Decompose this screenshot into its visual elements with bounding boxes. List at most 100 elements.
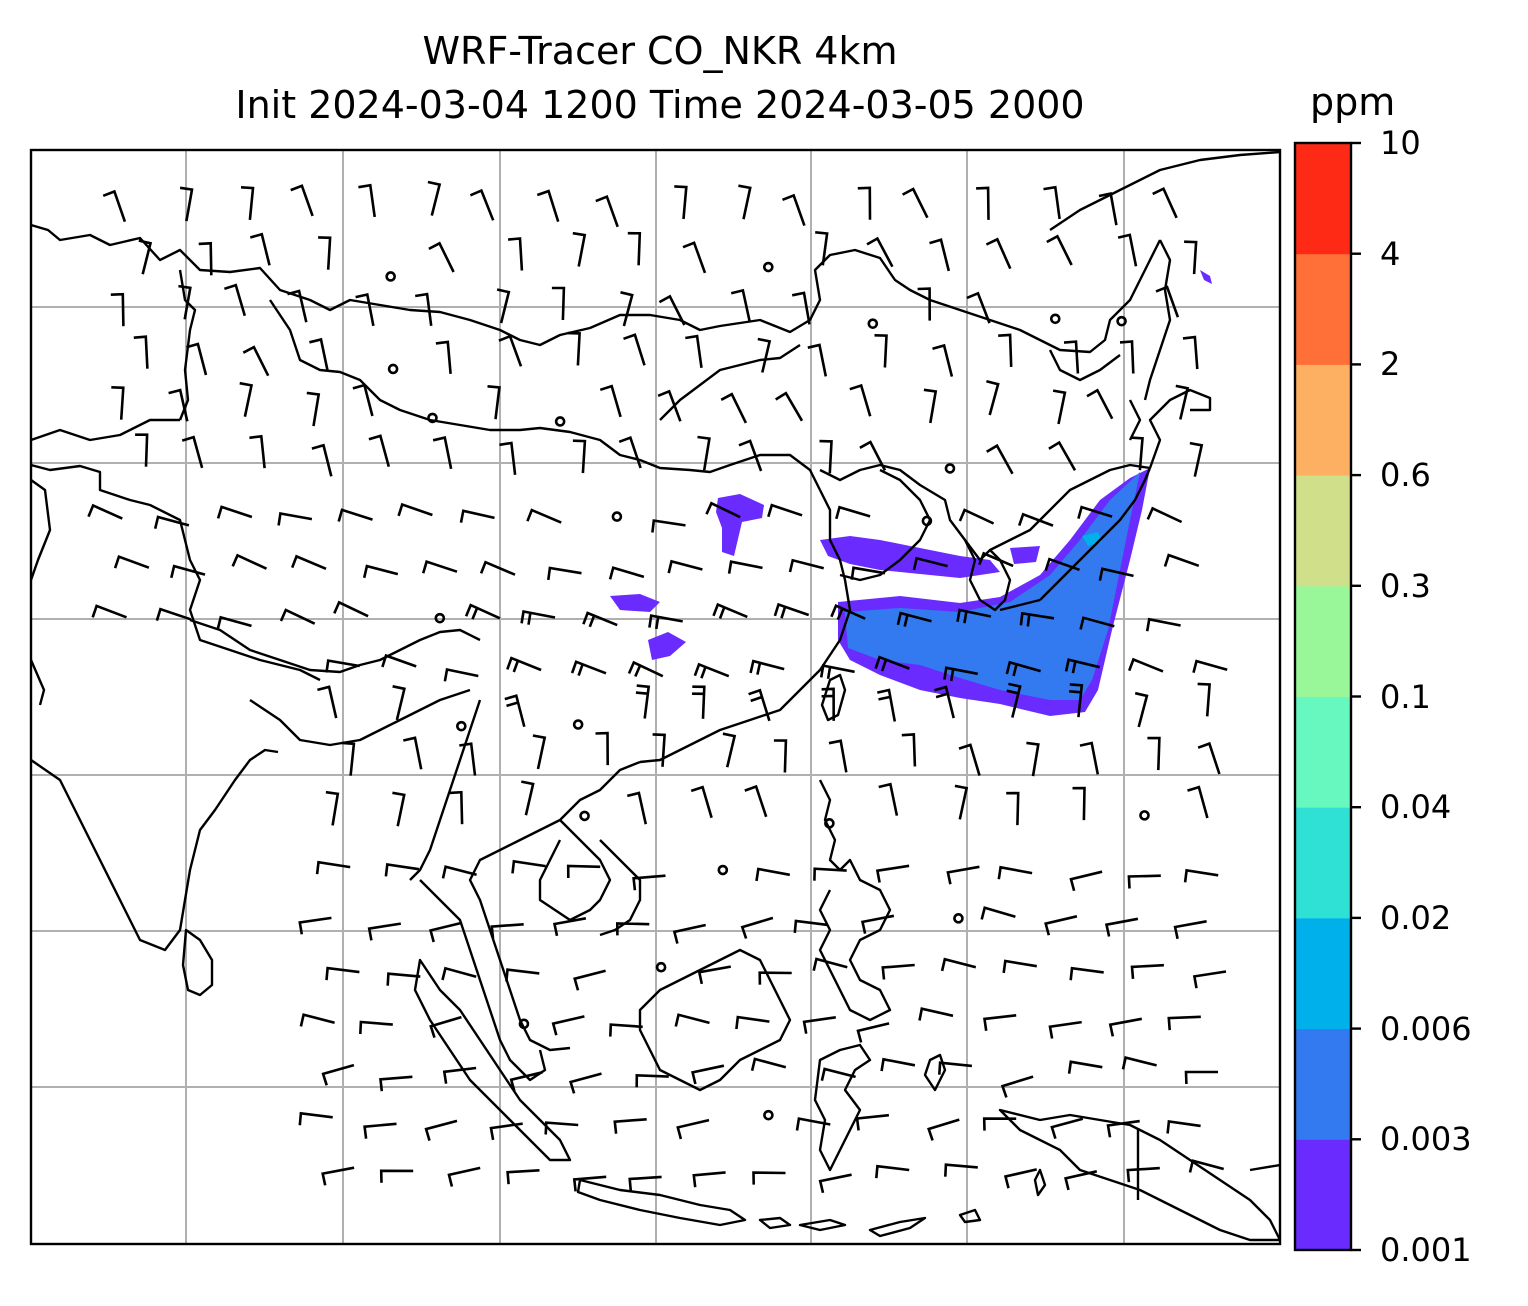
- wind-barb: [368, 434, 391, 468]
- wind-barb: [384, 863, 420, 877]
- plume-inner-main: [845, 472, 1140, 700]
- wind-barb: [958, 508, 995, 525]
- wind-barb: [934, 685, 955, 719]
- wind-barb: [570, 660, 607, 677]
- wind-barb: [875, 864, 910, 883]
- wind-barb: [946, 865, 980, 885]
- calm-wind-marker: [867, 318, 879, 329]
- wind-barb: [632, 874, 666, 891]
- borneo-coast: [638, 948, 792, 1092]
- wind-barb: [1048, 440, 1077, 471]
- map-title-line2: Init 2024-03-04 1200 Time 2024-03-05 200…: [235, 83, 1085, 127]
- wind-barb: [421, 560, 458, 574]
- wind-barb: [788, 558, 825, 573]
- wind-barb: [499, 441, 517, 475]
- calm-wind-marker: [944, 463, 956, 474]
- wind-barb: [352, 383, 374, 417]
- calm-wind-marker: [518, 1018, 530, 1030]
- wind-barb: [505, 968, 540, 982]
- colorbar-tick-label: 0.6: [1380, 456, 1431, 495]
- wind-barb: [1067, 1060, 1103, 1074]
- wind-barb: [135, 433, 149, 467]
- calm-wind-marker: [921, 515, 933, 527]
- wind-barb: [464, 603, 501, 620]
- wind-barb: [923, 388, 938, 424]
- wind-barb: [966, 291, 991, 324]
- wind-barb: [749, 659, 785, 675]
- colorbar-segment: [1295, 143, 1351, 255]
- wind-barb: [1086, 388, 1114, 420]
- wind-barb: [880, 1057, 916, 1072]
- wind-barb: [1072, 786, 1086, 821]
- wind-barb: [1134, 691, 1149, 728]
- wind-barb: [490, 923, 524, 939]
- wind-barb: [315, 860, 351, 875]
- wind-barb: [615, 922, 650, 936]
- wind-barb: [1175, 384, 1190, 420]
- wind-barb: [874, 655, 910, 672]
- wind-barb: [509, 1071, 543, 1092]
- wind-barb: [573, 969, 606, 991]
- wind-barb: [1050, 1117, 1084, 1139]
- wind-barb: [1002, 959, 1038, 974]
- plume-patch-east: [1010, 546, 1040, 564]
- wind-barb: [424, 1119, 458, 1141]
- calm-wind-marker: [456, 720, 467, 732]
- wind-barb: [427, 180, 442, 216]
- wind-barb: [1130, 436, 1144, 471]
- calm-wind-marker: [1139, 810, 1150, 821]
- calm-wind-marker: [554, 416, 566, 427]
- wind-barb: [1044, 915, 1078, 936]
- wind-barb: [901, 187, 929, 219]
- wind-barb: [693, 662, 730, 679]
- wind-barb: [932, 343, 954, 377]
- wind-barb: [1005, 660, 1041, 677]
- wind-barb: [1188, 1159, 1225, 1173]
- wind-barb: [311, 443, 333, 477]
- colorbar-segment: [1295, 696, 1351, 808]
- wind-barb: [819, 664, 855, 680]
- wind-barb: [216, 615, 252, 630]
- calm-wind-marker: [387, 363, 399, 375]
- colorbar-tick-label: 10: [1380, 124, 1421, 162]
- wind-barb: [414, 292, 433, 326]
- wind-barb: [896, 611, 932, 627]
- wind-barb: [748, 688, 771, 722]
- wind-barb: [526, 508, 562, 524]
- colorbar-tick-label: 0.001: [1380, 1231, 1472, 1269]
- wind-barb: [944, 1163, 978, 1177]
- wind-barb: [567, 331, 581, 366]
- wind-barb: [986, 443, 1014, 475]
- wind-barb: [1063, 340, 1080, 374]
- wind-barb: [379, 1169, 414, 1183]
- wind-barb: [138, 239, 153, 275]
- wind-barb: [240, 186, 255, 221]
- wind-barb: [1183, 868, 1219, 883]
- wind-barb: [469, 188, 495, 221]
- colorbar-segment: [1295, 585, 1351, 697]
- wind-barb: [652, 733, 666, 767]
- wind-barb: [1003, 1168, 1037, 1189]
- wind-barb: [392, 791, 406, 827]
- wind-barb: [849, 383, 872, 417]
- colorbar-segment: [1295, 917, 1351, 1030]
- wind-barb: [447, 1166, 481, 1187]
- wind-barb: [489, 1122, 523, 1141]
- wind-barb: [443, 667, 479, 682]
- wind-barb: [1064, 1170, 1098, 1191]
- wind-barb: [976, 186, 990, 220]
- wind-barb: [978, 551, 1014, 568]
- wind-barb: [901, 733, 917, 767]
- wind-barb: [198, 241, 213, 276]
- wind-barb: [287, 289, 308, 323]
- wind-barb: [506, 656, 542, 673]
- wind-barb: [181, 435, 204, 469]
- wind-barb: [795, 1117, 831, 1131]
- wind-barb: [1163, 553, 1200, 568]
- wind-barb: [1017, 512, 1054, 527]
- wind-barb: [1147, 736, 1161, 771]
- wind-barb: [1197, 741, 1221, 775]
- wind-barb: [359, 1020, 393, 1035]
- wind-barb: [878, 782, 899, 816]
- wind-barb: [290, 554, 327, 570]
